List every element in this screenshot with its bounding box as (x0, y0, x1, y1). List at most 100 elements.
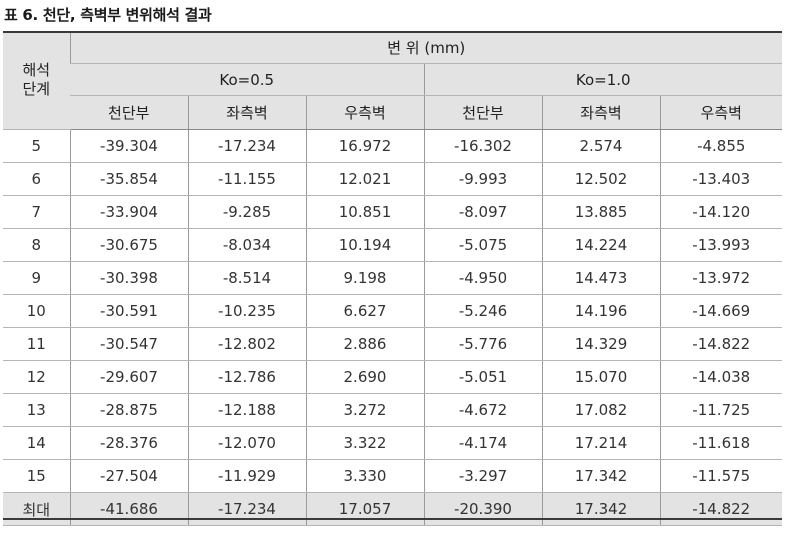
value-cell: -17.234 (187, 129, 306, 163)
value-cell: 12.021 (305, 162, 424, 196)
value-cell: -5.246 (423, 294, 542, 328)
value-cell: 2.574 (541, 129, 660, 163)
value-cell: 17.082 (541, 393, 660, 427)
value-cell: 17.342 (541, 492, 660, 526)
displacement-table: 해석 단계 변 위 (mm) Ko=0.5 Ko=1.0 천단부 좌측벽 우측벽 … (3, 31, 783, 526)
table-row: 14 -28.376 -12.070 3.322 -4.174 17.214 -… (3, 426, 783, 460)
value-cell: 3.322 (305, 426, 424, 460)
value-cell: 14.196 (541, 294, 660, 328)
value-cell: -39.304 (69, 129, 188, 163)
stage-cell: 14 (3, 426, 70, 460)
value-cell: 3.330 (305, 459, 424, 493)
value-cell: -27.504 (69, 459, 188, 493)
value-cell: -28.376 (69, 426, 188, 460)
col-header-left-wall-ko10: 좌측벽 (541, 95, 660, 130)
value-cell: -4.174 (423, 426, 542, 460)
value-cell: 16.972 (305, 129, 424, 163)
ko-05-header: Ko=0.5 (70, 63, 424, 96)
value-cell: -12.188 (187, 393, 306, 427)
table-row: 8 -30.675 -8.034 10.194 -5.075 14.224 -1… (3, 228, 783, 262)
value-cell: -11.618 (659, 426, 783, 460)
stage-cell: 9 (3, 261, 70, 295)
value-cell: 17.057 (305, 492, 424, 526)
value-cell: -11.575 (659, 459, 783, 493)
max-row: 최대 -41.686 -17.234 17.057 -20.390 17.342… (3, 492, 783, 526)
value-cell: -33.904 (69, 195, 188, 229)
value-cell: -8.514 (187, 261, 306, 295)
table-row: 13 -28.875 -12.188 3.272 -4.672 17.082 -… (3, 393, 783, 427)
value-cell: -20.390 (423, 492, 542, 526)
value-cell: -41.686 (69, 492, 188, 526)
value-cell: -9.993 (423, 162, 542, 196)
value-cell: 12.502 (541, 162, 660, 196)
value-cell: 10.194 (305, 228, 424, 262)
value-cell: -4.950 (423, 261, 542, 295)
value-cell: -30.591 (69, 294, 188, 328)
col-header-left-wall-ko05: 좌측벽 (187, 95, 306, 130)
stage-header-line2: 단계 (22, 80, 51, 98)
value-cell: -30.398 (69, 261, 188, 295)
value-cell: 6.627 (305, 294, 424, 328)
stage-cell: 10 (3, 294, 70, 328)
stage-cell: 6 (3, 162, 70, 196)
value-cell: -8.097 (423, 195, 542, 229)
col-header-right-wall-ko10: 우측벽 (659, 95, 783, 130)
table-bottom-rule (3, 518, 782, 520)
value-cell: -4.855 (659, 129, 783, 163)
value-cell: -29.607 (69, 360, 188, 394)
value-cell: -14.669 (659, 294, 783, 328)
stage-header: 해석 단계 (3, 31, 70, 130)
value-cell: -3.297 (423, 459, 542, 493)
value-cell: -28.875 (69, 393, 188, 427)
stage-cell: 15 (3, 459, 70, 493)
value-cell: -30.675 (69, 228, 188, 262)
value-cell: -11.155 (187, 162, 306, 196)
table-row: 7 -33.904 -9.285 10.851 -8.097 13.885 -1… (3, 195, 783, 229)
value-cell: -5.776 (423, 327, 542, 361)
value-cell: -13.972 (659, 261, 783, 295)
table-row: 10 -30.591 -10.235 6.627 -5.246 14.196 -… (3, 294, 783, 328)
value-cell: 14.224 (541, 228, 660, 262)
table-top-rule (3, 31, 782, 33)
col-header-right-wall-ko05: 우측벽 (305, 95, 424, 130)
stage-cell: 12 (3, 360, 70, 394)
value-cell: 3.272 (305, 393, 424, 427)
value-cell: -35.854 (69, 162, 188, 196)
stage-cell: 5 (3, 129, 70, 163)
value-cell: -11.929 (187, 459, 306, 493)
value-cell: 13.885 (541, 195, 660, 229)
stage-cell: 최대 (3, 492, 70, 526)
table-row: 9 -30.398 -8.514 9.198 -4.950 14.473 -13… (3, 261, 783, 295)
value-cell: 2.690 (305, 360, 424, 394)
value-cell: -14.038 (659, 360, 783, 394)
value-cell: -30.547 (69, 327, 188, 361)
stage-header-line1: 해석 (22, 61, 51, 79)
value-cell: 2.886 (305, 327, 424, 361)
col-header-crown-ko05: 천단부 (70, 95, 188, 130)
value-cell: -12.070 (187, 426, 306, 460)
value-cell: -5.051 (423, 360, 542, 394)
stage-cell: 7 (3, 195, 70, 229)
value-cell: 17.342 (541, 459, 660, 493)
table-row: 6 -35.854 -11.155 12.021 -9.993 12.502 -… (3, 162, 783, 196)
value-cell: -14.120 (659, 195, 783, 229)
stage-cell: 11 (3, 327, 70, 361)
value-cell: 9.198 (305, 261, 424, 295)
value-cell: -16.302 (423, 129, 542, 163)
value-cell: -10.235 (187, 294, 306, 328)
value-cell: -13.403 (659, 162, 783, 196)
value-cell: -5.075 (423, 228, 542, 262)
value-cell: 15.070 (541, 360, 660, 394)
value-cell: -11.725 (659, 393, 783, 427)
value-cell: -14.822 (659, 492, 783, 526)
table-row: 15 -27.504 -11.929 3.330 -3.297 17.342 -… (3, 459, 783, 493)
stage-cell: 13 (3, 393, 70, 427)
table-caption: 표 6. 천단, 측벽부 변위해석 결과 (4, 6, 212, 24)
value-cell: -14.822 (659, 327, 783, 361)
value-cell: -9.285 (187, 195, 306, 229)
value-cell: -17.234 (187, 492, 306, 526)
value-cell: 17.214 (541, 426, 660, 460)
stage-cell: 8 (3, 228, 70, 262)
value-cell: -8.034 (187, 228, 306, 262)
value-cell: 14.329 (541, 327, 660, 361)
